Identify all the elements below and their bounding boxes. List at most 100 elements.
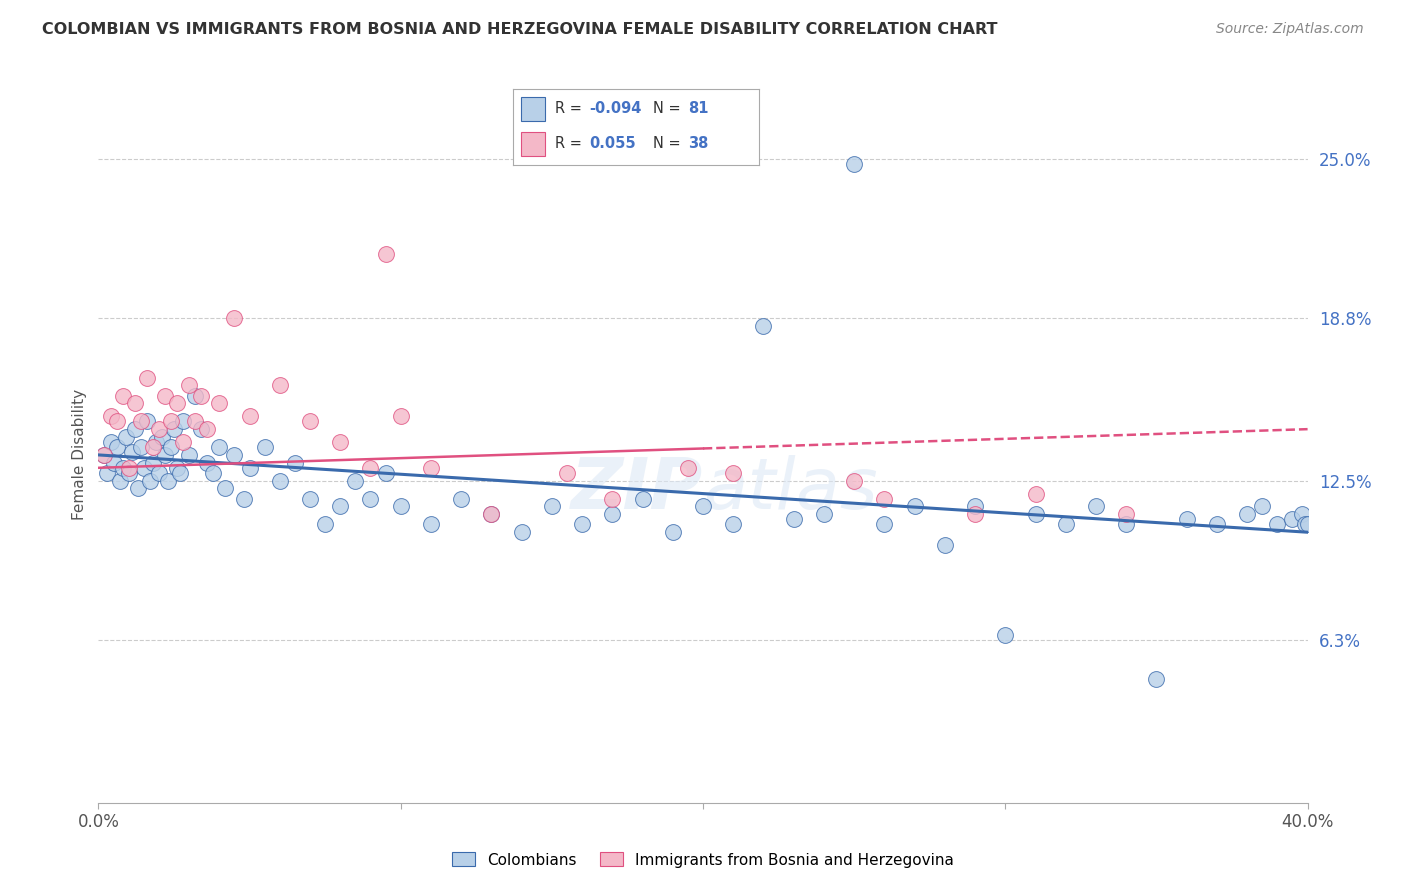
Point xyxy=(661,525,683,540)
Text: 38: 38 xyxy=(688,136,709,152)
Legend: Colombians, Immigrants from Bosnia and Herzegovina: Colombians, Immigrants from Bosnia and H… xyxy=(444,845,962,875)
Point xyxy=(1054,517,1077,532)
Point xyxy=(873,517,896,532)
Point xyxy=(481,507,503,521)
Point xyxy=(132,460,155,475)
Point xyxy=(96,466,118,480)
Point xyxy=(1024,507,1046,521)
Point xyxy=(253,440,276,454)
Point xyxy=(721,466,744,480)
Point xyxy=(1291,507,1313,521)
Point xyxy=(1206,517,1229,532)
Point xyxy=(284,456,307,470)
Point xyxy=(1236,507,1258,521)
Point xyxy=(124,422,146,436)
Point xyxy=(481,507,503,521)
Point xyxy=(299,491,322,506)
Point xyxy=(195,422,218,436)
Point xyxy=(184,414,207,428)
Text: -0.094: -0.094 xyxy=(589,102,643,117)
Point xyxy=(813,507,835,521)
Point xyxy=(172,435,194,450)
Point xyxy=(239,409,262,424)
Point xyxy=(1251,500,1274,514)
Point xyxy=(135,414,157,428)
Point xyxy=(184,389,207,403)
Point xyxy=(571,517,593,532)
Point xyxy=(374,466,396,480)
Point xyxy=(156,474,179,488)
Point xyxy=(142,440,165,454)
Point xyxy=(540,500,562,514)
Point xyxy=(904,500,927,514)
Point xyxy=(153,448,176,462)
Point xyxy=(676,460,699,475)
Point xyxy=(105,414,128,428)
Point xyxy=(121,445,143,459)
Point xyxy=(118,466,141,480)
Point xyxy=(100,409,122,424)
Point xyxy=(100,435,122,450)
Point xyxy=(135,370,157,384)
Point xyxy=(419,517,441,532)
Text: R =: R = xyxy=(555,136,591,152)
Point xyxy=(103,456,125,470)
Point xyxy=(1115,517,1137,532)
Point xyxy=(195,456,218,470)
Point xyxy=(105,440,128,454)
Point xyxy=(450,491,472,506)
Point xyxy=(994,628,1017,642)
Text: ZIP: ZIP xyxy=(571,455,703,524)
Point xyxy=(148,466,170,480)
Point xyxy=(145,435,167,450)
Text: N =: N = xyxy=(654,102,686,117)
Point xyxy=(239,460,262,475)
Point xyxy=(124,396,146,410)
Point xyxy=(1265,517,1288,532)
Point xyxy=(360,460,382,475)
Point xyxy=(360,491,382,506)
Point xyxy=(150,430,173,444)
Point xyxy=(269,474,291,488)
Point xyxy=(1085,500,1108,514)
Y-axis label: Female Disability: Female Disability xyxy=(72,389,87,521)
Point xyxy=(190,422,212,436)
Text: COLOMBIAN VS IMMIGRANTS FROM BOSNIA AND HERZEGOVINA FEMALE DISABILITY CORRELATIO: COLOMBIAN VS IMMIGRANTS FROM BOSNIA AND … xyxy=(42,22,998,37)
Point xyxy=(214,482,236,496)
Point xyxy=(1294,517,1316,532)
Point xyxy=(1296,517,1319,532)
Point xyxy=(1281,512,1303,526)
Point xyxy=(844,157,866,171)
Point xyxy=(602,491,624,506)
Point xyxy=(934,538,956,552)
Point xyxy=(160,440,183,454)
Text: atlas: atlas xyxy=(703,455,877,524)
Point xyxy=(127,482,149,496)
Point xyxy=(1144,672,1167,686)
Point xyxy=(114,430,136,444)
Bar xyxy=(520,97,546,121)
Point xyxy=(163,422,186,436)
Point xyxy=(1115,507,1137,521)
Point xyxy=(374,247,396,261)
Text: Source: ZipAtlas.com: Source: ZipAtlas.com xyxy=(1216,22,1364,37)
Bar xyxy=(520,132,546,156)
Point xyxy=(510,525,533,540)
Point xyxy=(108,474,131,488)
Point xyxy=(692,500,714,514)
Point xyxy=(965,507,987,521)
Point xyxy=(129,440,152,454)
Point xyxy=(721,517,744,532)
Point xyxy=(142,456,165,470)
Point xyxy=(148,422,170,436)
Point xyxy=(389,409,412,424)
Text: 81: 81 xyxy=(688,102,709,117)
Point xyxy=(344,474,367,488)
Point xyxy=(965,500,987,514)
Point xyxy=(419,460,441,475)
Point xyxy=(232,491,254,506)
Point xyxy=(631,491,654,506)
Point xyxy=(208,440,231,454)
Point xyxy=(202,466,225,480)
Point xyxy=(224,311,246,326)
